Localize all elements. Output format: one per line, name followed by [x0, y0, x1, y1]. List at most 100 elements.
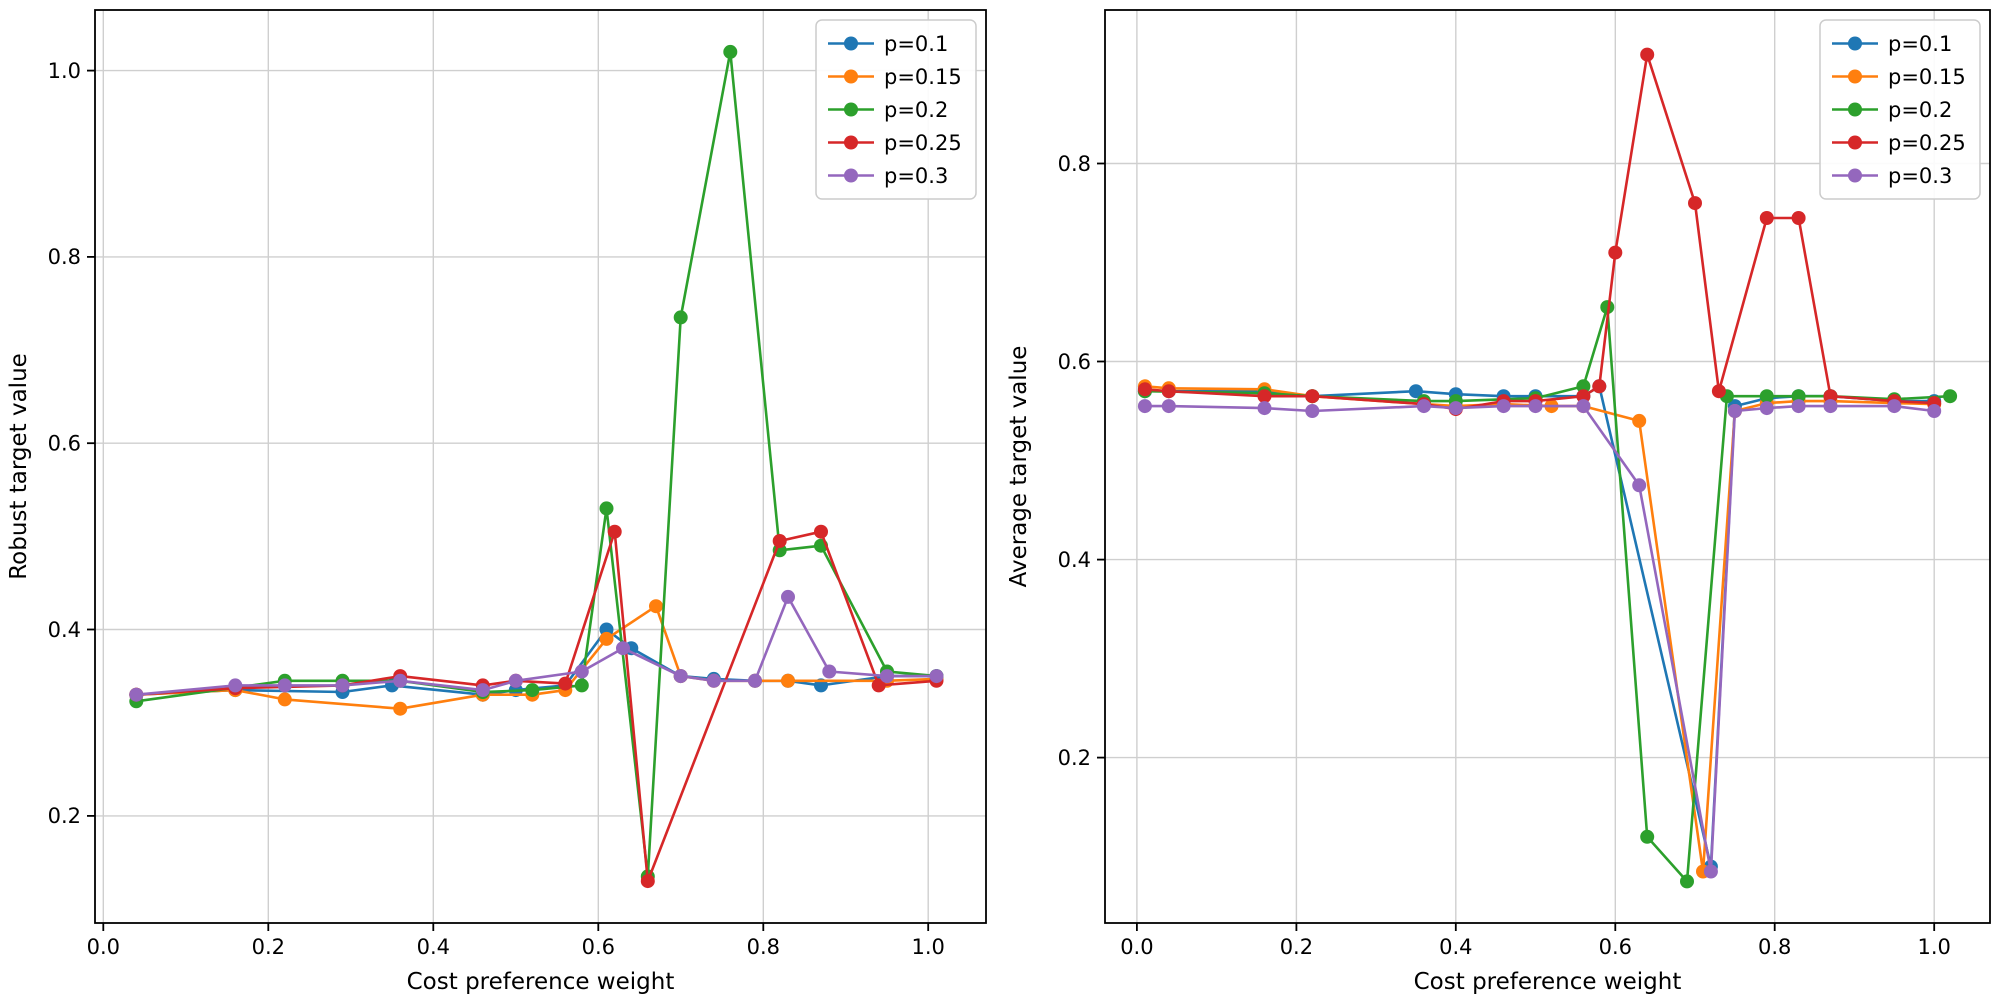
legend-label: p=0.2: [1888, 98, 1952, 122]
series-line-p=0.3: [136, 595, 937, 696]
data-point: [335, 678, 350, 693]
data-point: [508, 673, 523, 688]
x-tick-label: 0.2: [1280, 935, 1313, 959]
legend-label: p=0.3: [1888, 164, 1952, 188]
data-point: [599, 501, 614, 516]
data-point: [616, 641, 630, 656]
data-point: [781, 589, 795, 604]
legend-marker: [844, 102, 858, 117]
left-chart-robust-target-value: 0.0 0.2 0.4 0.6 0.8 1.0 0.2 0.4 0.6 0.8 1.0 Cost pr…: [6, 9, 987, 995]
data-point: [772, 534, 787, 548]
legend-marker: [1848, 36, 1862, 51]
y-tick-label: 0.4: [1058, 548, 1091, 572]
data-point: [748, 673, 762, 688]
data-point: [929, 669, 944, 684]
y-tick-label: 0.6: [1058, 350, 1091, 374]
axes-frame: [1104, 9, 1991, 924]
data-point: [1600, 300, 1615, 315]
data-point: [1640, 47, 1655, 62]
right-chart-average-target-value: 0.0 0.2 0.4 0.6 0.8 1.0 0.2 0.4 0.6 0.8 Cost prefe…: [1000, 0, 2000, 1001]
legend: p=0.1 p=0.15 p=0.2 p=0.25 p=0.3: [815, 19, 977, 200]
y-tick-label: 0.8: [1058, 152, 1091, 176]
data-point: [393, 673, 408, 688]
data-point: [640, 874, 655, 889]
axes-frame: [94, 9, 987, 924]
legend: p=0.1 p=0.15 p=0.2 p=0.25 p=0.3: [1819, 19, 1981, 200]
data-point: [1608, 245, 1623, 260]
data-point: [1791, 211, 1806, 225]
legend-marker: [844, 168, 858, 183]
x-tick-label: 0.6: [1599, 935, 1632, 959]
x-tick-label: 0.8: [1758, 935, 1791, 959]
series-line-p=0.1: [136, 628, 937, 697]
data-point: [822, 664, 837, 679]
data-point: [393, 701, 408, 716]
data-point: [1576, 399, 1591, 414]
x-tick-label: 0.0: [87, 935, 120, 959]
x-tick-label: 0.0: [1120, 935, 1153, 959]
data-point: [1632, 413, 1647, 428]
y-axis-label: Average target value: [1006, 346, 1032, 588]
data-point: [475, 683, 490, 698]
data-point: [781, 673, 795, 688]
data-point: [1887, 399, 1902, 414]
data-point: [1408, 384, 1423, 399]
data-point: [1137, 399, 1152, 414]
data-point: [706, 673, 721, 688]
data-point: [1416, 399, 1431, 414]
legend-marker: [844, 135, 858, 150]
data-point: [574, 664, 589, 679]
data-point: [525, 683, 540, 698]
data-point: [1632, 478, 1647, 493]
data-point: [277, 692, 292, 707]
data-point: [1448, 401, 1463, 416]
data-point: [673, 669, 688, 684]
x-tick-label: 0.2: [252, 935, 285, 959]
legend-label: p=0.1: [884, 32, 948, 56]
data-point: [1759, 211, 1774, 225]
legend-label: p=0.25: [884, 131, 962, 155]
data-point: [1759, 401, 1774, 416]
data-point: [1759, 389, 1774, 404]
legend-marker: [844, 69, 858, 84]
data-point: [1161, 384, 1176, 399]
data-point: [1688, 196, 1702, 211]
legend-box: [815, 19, 977, 200]
data-point: [1711, 384, 1726, 399]
y-tick-label: 0.6: [48, 432, 81, 456]
data-point: [1791, 399, 1806, 414]
legend-marker: [844, 36, 858, 51]
data-point: [1791, 389, 1806, 404]
legend-marker: [1848, 135, 1862, 150]
y-tick-label: 1.0: [48, 59, 81, 83]
data-point: [277, 678, 292, 693]
y-tick-label: 0.4: [48, 618, 81, 642]
data-point: [574, 678, 589, 693]
data-point: [723, 44, 738, 59]
legend-marker: [1848, 69, 1862, 84]
y-tick-label: 0.2: [1058, 746, 1091, 770]
data-point: [871, 678, 886, 693]
legend-box: [1819, 19, 1981, 200]
y-tick-label: 0.8: [48, 245, 81, 269]
data-point: [1528, 399, 1543, 414]
data-point: [1257, 401, 1272, 416]
data-point: [1137, 382, 1152, 397]
data-point: [1576, 379, 1591, 394]
x-tick-label: 0.6: [582, 935, 615, 959]
data-point: [1161, 399, 1176, 414]
data-point: [558, 676, 573, 691]
y-tick-label: 0.2: [48, 804, 81, 828]
data-point: [599, 631, 614, 646]
data-point: [673, 310, 688, 325]
legend-label: p=0.3: [884, 164, 948, 188]
data-point: [1823, 399, 1838, 414]
x-tick-label: 1.0: [1917, 935, 1950, 959]
data-point: [1943, 389, 1958, 404]
legend-label: p=0.1: [1888, 32, 1952, 56]
data-point: [129, 687, 144, 702]
x-tick-label: 0.4: [417, 935, 450, 959]
data-point: [1305, 404, 1320, 418]
legend-marker: [1848, 102, 1862, 117]
